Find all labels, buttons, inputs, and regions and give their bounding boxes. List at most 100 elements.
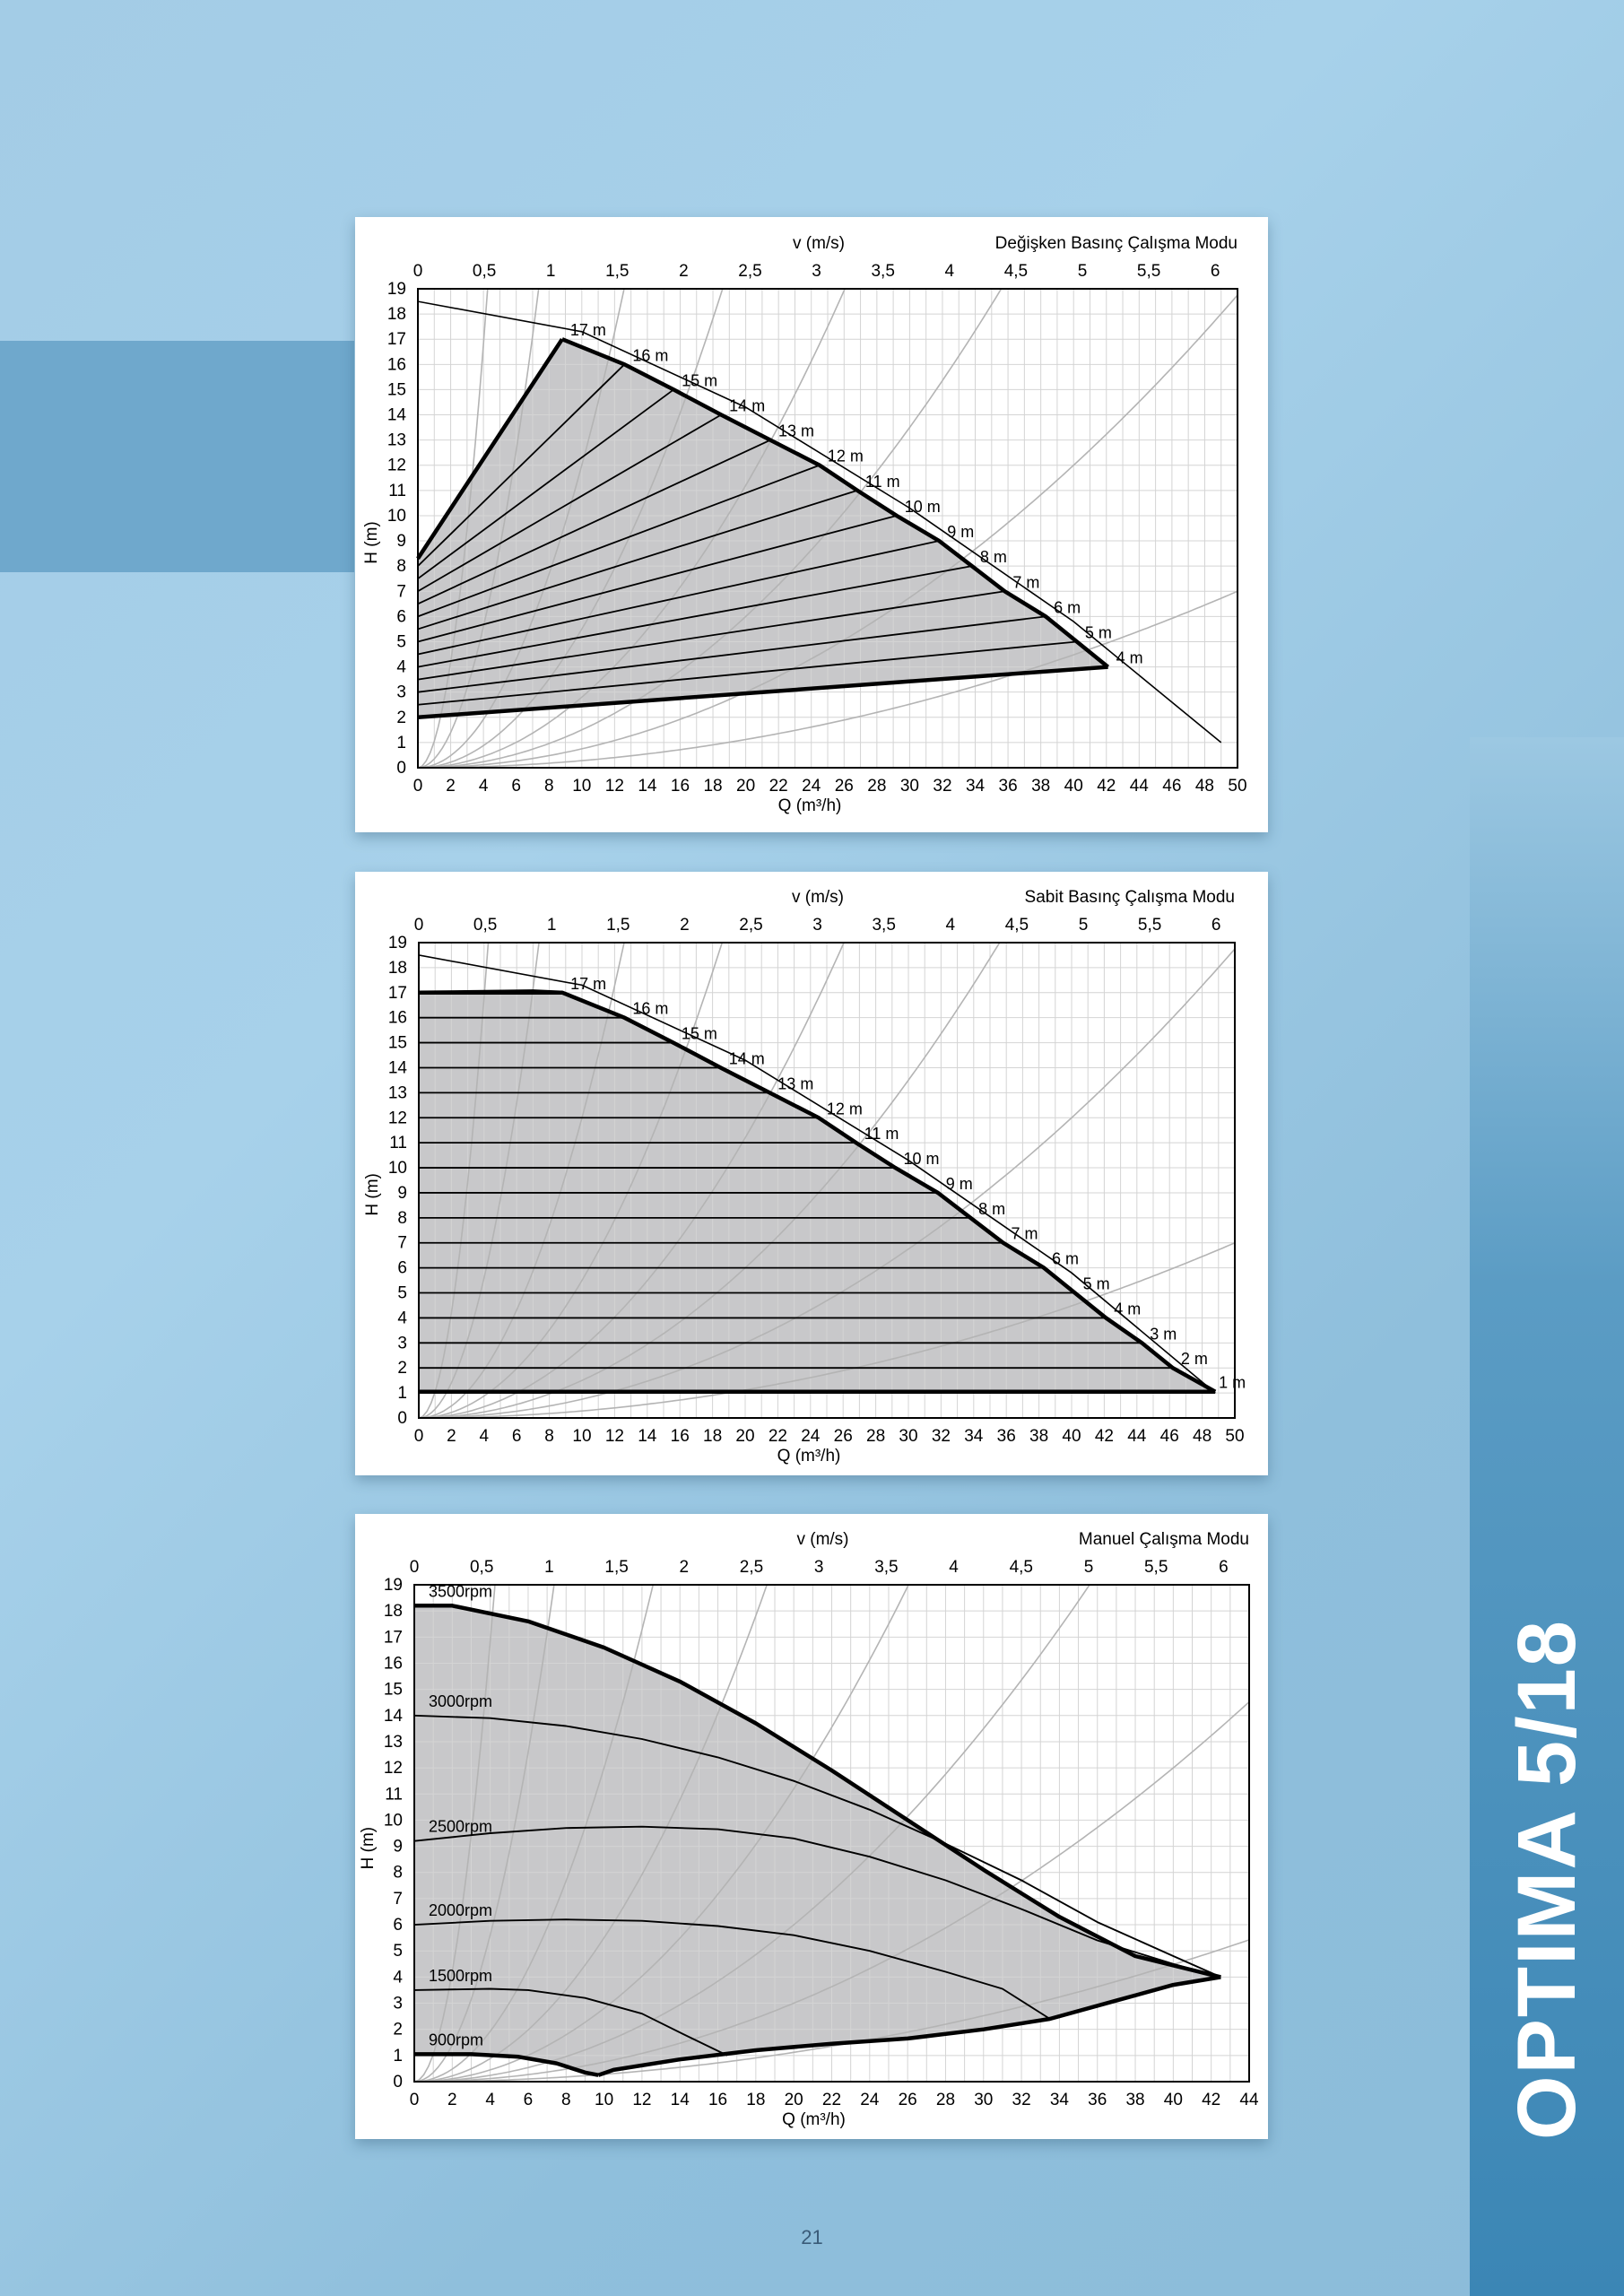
x-tick-label: 44: [1239, 2091, 1259, 2109]
x-tick-label: 42: [1202, 2091, 1220, 2109]
setpoint-label: 7 m: [1012, 573, 1039, 591]
y-tick-label: 19: [384, 1576, 403, 1595]
setpoint-label: 1 m: [1219, 1374, 1246, 1392]
x-tick-label: 38: [1031, 777, 1050, 796]
plot-frame: [417, 288, 1238, 769]
setpoint-line-5m: [417, 640, 1077, 706]
y-tick-label: 14: [387, 406, 407, 425]
chart-constant-pressure: 17 m16 m15 m14 m13 m12 m11 m10 m9 m8 m7 …: [363, 888, 1246, 1465]
top-tick-label: 5: [1084, 1558, 1094, 1577]
speed-curve-1500rpm: [413, 1987, 728, 2057]
x-tick-label: 22: [769, 777, 788, 796]
setpoint-line-10m: [417, 515, 898, 643]
x-tick-label: 32: [932, 1427, 951, 1446]
top-tick-label: 4,5: [1004, 262, 1028, 281]
x-tick-label: 16: [671, 777, 690, 796]
speed-curve-3000rpm: [413, 1714, 1221, 1979]
system-curve-1: [419, 943, 490, 1418]
plot-frame: [418, 942, 1236, 1419]
x-tick-label: 44: [1130, 777, 1150, 796]
x-tick-label: 20: [785, 2091, 803, 2109]
setpoint-label: 8 m: [978, 1200, 1005, 1218]
setpoint-label: 4 m: [1114, 1300, 1141, 1318]
y-axis-title: H (m): [362, 521, 381, 563]
x-tick-label: 6: [512, 1427, 522, 1446]
x-tick-label: 26: [834, 1427, 853, 1446]
system-curve-5: [418, 289, 847, 768]
x-tick-label: 0: [410, 2091, 420, 2109]
y-tick-label: 2: [393, 2021, 403, 2039]
setpoint-label: 3 m: [1150, 1325, 1177, 1343]
system-curve-2: [419, 943, 540, 1418]
x-tick-label: 36: [997, 1427, 1016, 1446]
top-tick-label: 0,5: [470, 1558, 493, 1577]
top-tick-label: 3: [812, 916, 822, 935]
y-tick-label: 9: [393, 1838, 403, 1857]
setpoint-label: 10 m: [903, 1150, 939, 1168]
top-tick-label: 2,5: [740, 1558, 763, 1577]
top-tick-label: 6: [1211, 916, 1221, 935]
x-tick-label: 38: [1125, 2091, 1144, 2109]
y-tick-label: 17: [384, 1628, 403, 1647]
x-tick-label: 14: [638, 777, 657, 796]
y-tick-label: 13: [388, 1083, 407, 1102]
y-tick-label: 9: [396, 532, 406, 551]
top-tick-label: 1: [544, 1558, 554, 1577]
chart-panel-manual: 3500rpm 3000rpm 2500rpm 2000rpm 1500rpm 900rp…: [355, 1514, 1268, 2139]
right-accent-band: [1470, 737, 1624, 2296]
x-tick-label: 12: [605, 777, 624, 796]
speed-label: 1500rpm: [429, 1967, 492, 1985]
y-tick-label: 11: [389, 1134, 407, 1152]
setpoint-label: 12 m: [828, 448, 864, 465]
x-tick-label: 28: [867, 777, 886, 796]
x-tick-label: 22: [822, 2091, 841, 2109]
top-tick-label: 6: [1211, 262, 1220, 281]
speed-curve-900rpm: [414, 2052, 599, 2077]
max-pump-curve: [418, 300, 1222, 744]
x-tick-label: 50: [1225, 1427, 1244, 1446]
setpoint-line-4m: [417, 665, 1108, 720]
y-tick-label: 12: [384, 1759, 403, 1778]
setpoint-line-6m: [417, 615, 1046, 693]
x-tick-label: 42: [1097, 777, 1116, 796]
y-tick-label: 6: [393, 1916, 403, 1935]
y-tick-label: 6: [396, 607, 406, 626]
top-tick-label: 0: [414, 916, 424, 935]
speed-label: 3000rpm: [429, 1692, 492, 1710]
setpoint-label: 16 m: [632, 1000, 668, 1018]
x-tick-label: 16: [671, 1427, 690, 1446]
setpoint-label: 8 m: [980, 548, 1007, 566]
x-tick-label: 44: [1127, 1427, 1147, 1446]
x-tick-label: 4: [485, 2091, 495, 2109]
y-tick-label: 12: [388, 1109, 407, 1127]
x-tick-label: 10: [572, 777, 591, 796]
x-tick-label: 40: [1164, 2091, 1183, 2109]
operating-boundary: [418, 989, 1217, 1394]
x-tick-label: 32: [933, 777, 951, 796]
x-tick-label: 26: [835, 777, 854, 796]
setpoint-line-14m: [417, 413, 722, 593]
setpoint-label: 15 m: [682, 371, 717, 389]
x-tick-label: 12: [605, 1427, 624, 1446]
y-tick-label: 15: [387, 380, 406, 399]
x-tick-label: 46: [1162, 777, 1181, 796]
x-tick-label: 6: [511, 777, 521, 796]
top-axis-title: v (m/s): [792, 888, 844, 907]
speed-label: 900rpm: [429, 2031, 483, 2048]
y-tick-label: 7: [397, 1234, 407, 1253]
x-tick-label: 6: [524, 2091, 534, 2109]
setpoint-label: 14 m: [729, 1049, 765, 1067]
y-tick-label: 18: [388, 959, 407, 978]
y-tick-label: 17: [387, 330, 406, 349]
y-tick-label: 14: [384, 1707, 404, 1726]
top-tick-label: 1: [546, 262, 556, 281]
x-tick-label: 30: [974, 2091, 993, 2109]
system-curve-8: [418, 590, 1238, 768]
y-tick-label: 13: [384, 1733, 403, 1752]
y-tick-label: 16: [387, 355, 406, 374]
x-tick-label: 28: [936, 2091, 955, 2109]
setpoint-label: 11 m: [864, 1125, 899, 1143]
setpoint-line-17m: [416, 337, 564, 560]
x-tick-label: 0: [413, 777, 423, 796]
setpoint-label: 2 m: [1181, 1350, 1208, 1368]
